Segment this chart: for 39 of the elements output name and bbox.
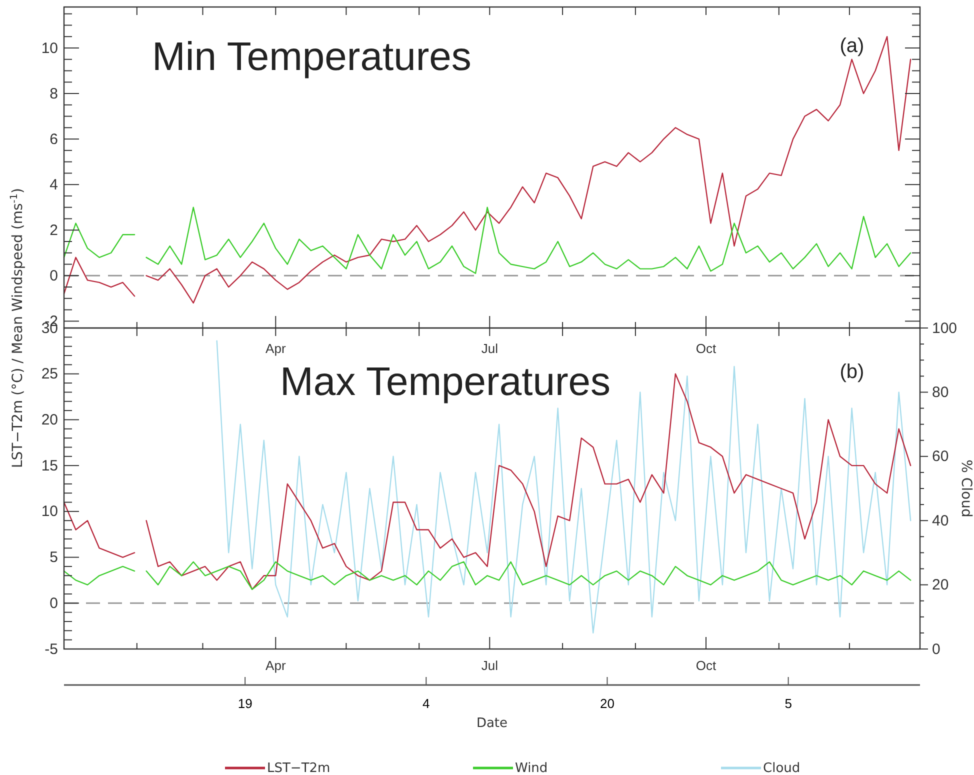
y-tick-label: 5	[50, 549, 58, 566]
x-tick-label: Apr	[266, 658, 286, 674]
x-tick-label: Oct	[696, 341, 716, 356]
y-tick-label: 15	[41, 457, 58, 474]
annotation: Min Temperatures	[152, 35, 472, 79]
line-series	[216, 340, 912, 634]
x2-tick-label: 20	[600, 696, 614, 712]
y-tick-label: 4	[50, 176, 58, 194]
x-tick-label: Jul	[481, 341, 498, 356]
annotation: Max Temperatures	[280, 360, 611, 404]
annotation: (b)	[840, 361, 864, 383]
x2-tick-label: 5	[784, 696, 792, 712]
legend-label: Wind	[515, 761, 548, 775]
x-tick-label: Jul	[481, 658, 498, 674]
y-tick-label: 0	[50, 594, 58, 612]
y-tick-label: 10	[41, 503, 58, 520]
x2-tick-label: 4	[422, 696, 430, 712]
legend-label: LST−T2m	[267, 761, 330, 775]
y-tick-label: 2	[50, 222, 58, 239]
y-tick-label: 8	[50, 85, 58, 102]
y-tick-label: -5	[44, 640, 58, 658]
y2-tick-label: 0	[932, 640, 940, 658]
x2-axis-title: Date	[476, 716, 508, 731]
y2-tick-label: 80	[932, 384, 949, 401]
y2-tick-label: 60	[932, 448, 949, 466]
y-tick-label: 10	[41, 40, 58, 57]
y-tick-label: 6	[50, 130, 58, 148]
x2-tick-label: 19	[238, 696, 252, 712]
x-tick-label: Apr	[266, 341, 286, 356]
y-tick-label: 0	[50, 267, 58, 284]
x-tick-label: Oct	[696, 658, 716, 674]
y2-tick-label: 40	[932, 512, 949, 530]
y2-axis-title: % Cloud	[958, 460, 974, 518]
y2-tick-label: 20	[932, 576, 949, 594]
y2-tick-label: 100	[932, 320, 958, 337]
y-tick-label: 20	[41, 412, 58, 429]
y-tick-label: 25	[41, 366, 58, 383]
annotation: (a)	[840, 35, 864, 57]
legend-label: Cloud	[763, 761, 800, 775]
